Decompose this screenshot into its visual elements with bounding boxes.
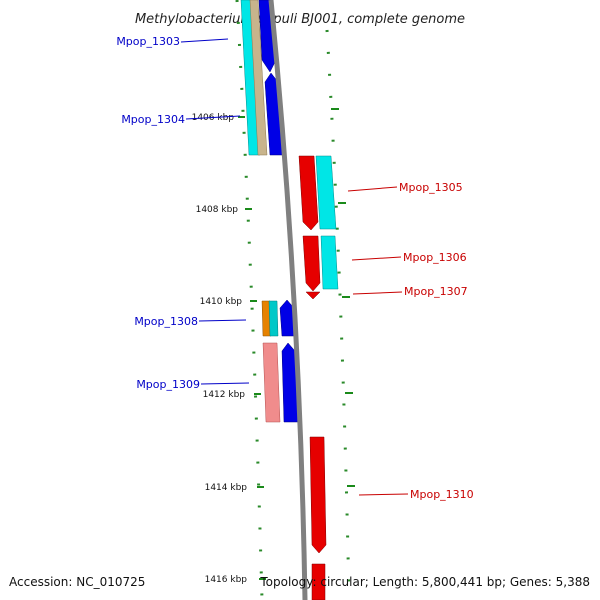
- tick-labels: 1406 kbp 1408 kbp 1410 kbp 1412 kbp 1414…: [192, 113, 248, 585]
- tick-label: 1414 kbp: [205, 483, 248, 493]
- gene-label-mpop-1305[interactable]: Mpop_1305: [399, 181, 463, 194]
- label-leader-line: [200, 382, 250, 385]
- label-leader-line: [351, 256, 402, 261]
- tick-marks: [238, 108, 355, 580]
- label-leader-line: [352, 291, 403, 295]
- forward-gene-labels: Mpop_1303 Mpop_1304 Mpop_1308 Mpop_1309: [116, 35, 250, 391]
- gene-label-mpop-1304[interactable]: Mpop_1304: [121, 113, 185, 126]
- gene-label-mpop-1306[interactable]: Mpop_1306: [403, 251, 467, 264]
- label-leader-line: [358, 493, 409, 496]
- gene-feature-red: [305, 291, 321, 300]
- gene-feature-cyan: [268, 300, 279, 337]
- gene-feature-cyan: [315, 155, 337, 230]
- gene-feature-red: [302, 235, 321, 292]
- gene-feature-pink: [262, 342, 281, 423]
- gene-feature-red: [309, 436, 327, 554]
- tick-label: 1410 kbp: [200, 297, 243, 307]
- gene-feature-red: [298, 155, 319, 231]
- label-leader-line: [198, 319, 247, 322]
- map-title: Methylobacterium populi BJ001, complete …: [135, 12, 465, 27]
- gene-label-mpop-1303[interactable]: Mpop_1303: [116, 35, 180, 48]
- forward-genes: [240, 0, 299, 423]
- gene-label-mpop-1307[interactable]: Mpop_1307: [404, 285, 468, 298]
- label-leader-line: [185, 115, 241, 120]
- tick-label: 1412 kbp: [203, 390, 246, 400]
- tick-label: 1408 kbp: [196, 205, 239, 215]
- outer-guide-ring: [325, 29, 351, 600]
- gene-label-mpop-1309[interactable]: Mpop_1309: [136, 378, 200, 391]
- gene-feature-cyan: [320, 235, 339, 290]
- accession-text: Accession: NC_010725: [9, 575, 145, 589]
- gene-label-mpop-1308[interactable]: Mpop_1308: [134, 315, 198, 328]
- label-leader-line: [180, 38, 229, 43]
- reverse-gene-labels: Mpop_1305 Mpop_1306 Mpop_1307 Mpop_1310: [347, 181, 474, 501]
- tick-label: 1416 kbp: [205, 575, 248, 585]
- gene-feature-red: [311, 563, 326, 600]
- genome-backbone: [268, 0, 308, 600]
- gene-label-mpop-1310[interactable]: Mpop_1310: [410, 488, 474, 501]
- topology-text: Topology: circular; Length: 5,800,441 bp…: [259, 575, 590, 589]
- label-leader-line: [347, 186, 398, 192]
- gene-feature-tan: [249, 0, 268, 156]
- reverse-genes: [298, 155, 339, 600]
